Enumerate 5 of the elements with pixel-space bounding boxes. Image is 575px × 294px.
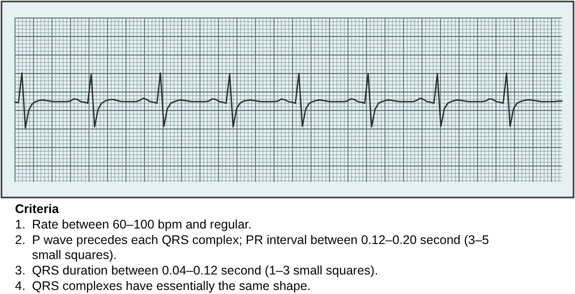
text: 4. QRS complexes have essentially the same shape. [15,279,311,293]
text: 1. Rate between 60–100 bpm and regular. [15,218,252,232]
text: 2. P wave precedes each QRS complex; PR interval between 0.12–0.20 second (3–5 small squares). [15,233,490,262]
text: 3. QRS duration between 0.04–0.12 second (1–3 small squares). [15,264,378,278]
text: Criteria [15,202,60,216]
